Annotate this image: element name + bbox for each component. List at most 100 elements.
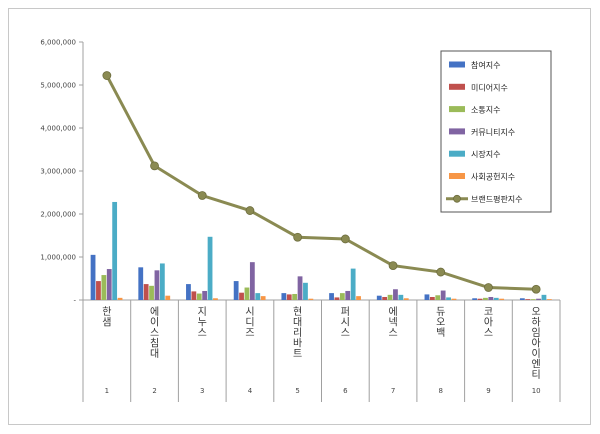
legend-swatch xyxy=(449,61,465,68)
bar xyxy=(90,254,96,300)
bar xyxy=(143,284,149,300)
bar xyxy=(339,293,345,300)
bars-layer xyxy=(90,201,552,300)
bar xyxy=(213,298,218,300)
legend-swatch xyxy=(449,173,465,179)
bar xyxy=(292,293,298,300)
line-layer xyxy=(102,71,541,294)
category-index-label: 2 xyxy=(152,387,156,395)
line-point xyxy=(340,234,350,244)
bar xyxy=(350,268,356,300)
legend-line-marker xyxy=(453,194,461,203)
bar xyxy=(117,297,123,300)
bar xyxy=(191,291,197,300)
line-point xyxy=(293,232,303,242)
bar xyxy=(154,270,160,300)
bar xyxy=(530,299,536,300)
legend-label: 시장지수 xyxy=(471,149,500,159)
bar xyxy=(202,290,208,300)
bar xyxy=(446,297,451,300)
line-point xyxy=(150,161,159,171)
bar xyxy=(308,298,314,300)
bar xyxy=(303,282,308,300)
bar xyxy=(356,296,361,300)
labels-layer: - 1,000,000 2,000,000 3,000,000 4,000,000 5,0… xyxy=(40,39,540,396)
bar xyxy=(112,201,118,300)
bar xyxy=(345,290,351,300)
legend-swatch xyxy=(449,150,465,157)
legend-swatch xyxy=(449,128,465,135)
bar xyxy=(451,298,457,300)
category-index-label: 3 xyxy=(200,387,204,395)
category-index-label: 10 xyxy=(532,387,541,395)
line-point xyxy=(436,267,446,277)
y-tick-label: 3,000,000 xyxy=(40,168,76,176)
bar xyxy=(387,294,393,300)
category-index-label: 5 xyxy=(295,387,299,395)
bar xyxy=(546,299,552,300)
bar xyxy=(541,294,547,300)
line-point xyxy=(531,284,541,294)
bar xyxy=(403,298,409,300)
series-line xyxy=(105,74,537,291)
bar xyxy=(207,236,213,300)
bar xyxy=(525,299,531,300)
bar xyxy=(165,295,171,300)
y-tick-label: 4,000,000 xyxy=(40,125,76,133)
line-point xyxy=(484,283,493,292)
bar xyxy=(281,293,287,300)
bar xyxy=(499,298,505,300)
bar xyxy=(536,298,541,300)
bar xyxy=(440,290,446,300)
bar xyxy=(297,276,303,300)
bar xyxy=(424,294,430,300)
y-tick-label: 2,000,000 xyxy=(40,211,76,219)
category-index-label: 7 xyxy=(391,387,395,395)
category-index-label: 9 xyxy=(486,387,490,395)
bar xyxy=(106,269,112,300)
bar xyxy=(334,297,340,300)
bar xyxy=(329,293,334,300)
legend-swatch xyxy=(449,106,465,113)
line-point xyxy=(102,71,112,80)
bar xyxy=(149,285,154,300)
bar xyxy=(260,296,266,300)
bar xyxy=(159,263,165,300)
bar xyxy=(244,287,250,300)
bar xyxy=(101,275,107,300)
bar xyxy=(255,293,261,300)
bar xyxy=(429,296,435,300)
bar xyxy=(393,289,398,300)
bar xyxy=(382,296,388,300)
legend-label: 소통지수 xyxy=(471,106,500,115)
line-point xyxy=(388,261,398,271)
bar xyxy=(96,281,101,300)
bar xyxy=(239,292,244,300)
category-index-label: 4 xyxy=(248,387,253,395)
category-index-label: 8 xyxy=(439,387,443,395)
bar xyxy=(488,296,494,300)
legend-label: 사회공헌지수 xyxy=(471,173,515,182)
legend-label: 커뮤니티지수 xyxy=(471,127,515,137)
legend-label: 브랜드평판지수 xyxy=(471,194,523,204)
bar xyxy=(376,295,382,300)
bar xyxy=(398,294,404,300)
bar xyxy=(196,293,202,300)
bar xyxy=(233,281,239,300)
bar xyxy=(286,294,292,300)
y-tick-label: 5,000,000 xyxy=(40,82,76,90)
category-index-label: 1 xyxy=(105,387,109,395)
legend-label: 참여지수 xyxy=(471,60,500,70)
category-index-label: 6 xyxy=(343,387,348,395)
bar xyxy=(472,298,478,300)
line-point xyxy=(245,206,255,215)
